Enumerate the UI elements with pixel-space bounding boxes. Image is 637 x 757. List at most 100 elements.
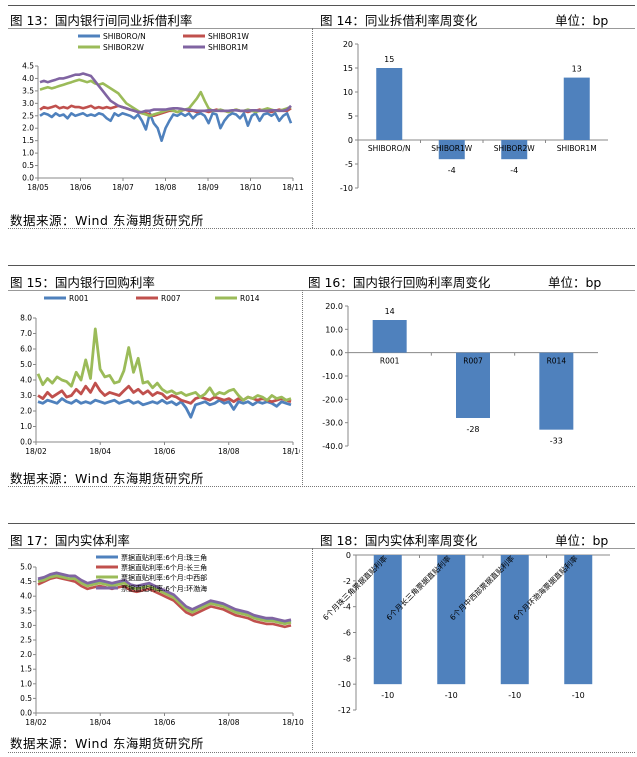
chart17-y-tick-label: 1.0 xyxy=(20,679,32,688)
chart13-x-tick-label: 18/08 xyxy=(155,183,177,192)
chart18-bar xyxy=(373,555,402,685)
chart13-series-3 xyxy=(39,72,292,114)
chart15-x-tick-label: 18/10 xyxy=(282,447,300,456)
chart14-category-label: SHIBORO/N xyxy=(368,144,411,153)
chart17-source: 数据来源：Wind 东海期货研究所 xyxy=(10,736,204,751)
chart14-value-label: -4 xyxy=(510,166,518,175)
chart18-bar xyxy=(564,555,593,685)
chart16-y-tick-label: -20.0 xyxy=(322,395,343,404)
chart18-title: 图 18：国内实体利率周变化 xyxy=(320,533,478,548)
chart17-x-tick-label: 18/04 xyxy=(89,718,111,727)
chart15-legend-label: R001 xyxy=(69,294,89,303)
chart14-y-tick-label: -5 xyxy=(345,160,353,169)
chart16-y-tick-label: 10.0 xyxy=(325,325,343,334)
chart18-value-label: -10 xyxy=(508,691,521,700)
chart14-bar xyxy=(563,77,590,140)
chart16-category-label: R001 xyxy=(380,357,400,366)
chart15-x-tick-label: 18/08 xyxy=(218,447,240,456)
chart13-y-tick-label: 1.5 xyxy=(22,136,34,145)
chart18-bar xyxy=(500,555,529,685)
chart13-x-tick-label: 18/10 xyxy=(240,183,262,192)
chart17-y-tick-label: 2.5 xyxy=(20,636,32,645)
chart13-series-0 xyxy=(39,112,293,142)
chart18-y-tick-label: -2 xyxy=(343,577,351,586)
chart13-source: 数据来源：Wind 东海期货研究所 xyxy=(10,213,204,228)
chart17-x-tick-label: 18/02 xyxy=(25,718,47,727)
chart17-y-tick-label: 0.5 xyxy=(20,694,32,703)
chart18-value-label: -10 xyxy=(445,691,458,700)
chart18-value-label: -10 xyxy=(572,691,585,700)
chart13-x-tick-label: 18/05 xyxy=(27,183,49,192)
chart17-y-tick-label: 2.0 xyxy=(20,650,32,659)
chart16-value-label: -28 xyxy=(466,425,479,434)
chart17-title: 图 17：国内实体利率 xyxy=(10,533,130,548)
chart15-y-tick-label: 1.0 xyxy=(20,422,32,431)
chart13-x-tick-label: 18/07 xyxy=(112,183,134,192)
chart17-x-tick-label: 18/06 xyxy=(154,718,176,727)
chart14-y-tick-label: 20 xyxy=(343,40,353,49)
chart17-y-tick-label: 4.5 xyxy=(20,577,32,586)
chart13-legend-label: SHIBOR1M xyxy=(208,43,248,52)
chart16-unit: 单位：bp xyxy=(548,275,602,290)
chart13-y-tick-label: 2.0 xyxy=(22,124,34,133)
chart17-y-tick-label: 0.0 xyxy=(20,709,32,718)
chart17-series-3 xyxy=(37,571,292,623)
chart14-category-label: SHIBOR2W xyxy=(494,144,536,153)
chart16-value-label: -33 xyxy=(550,437,563,446)
chart15-x-tick-label: 18/02 xyxy=(25,447,47,456)
chart15-y-tick-label: 2.0 xyxy=(20,407,32,416)
chart16-category-label: R014 xyxy=(547,357,567,366)
chart18-y-tick-label: 0 xyxy=(346,551,351,560)
chart17-y-tick-label: 5.0 xyxy=(20,563,32,572)
chart16-y-tick-label: -40.0 xyxy=(322,442,343,451)
chart14-value-label: 13 xyxy=(572,65,582,74)
chart13-y-tick-label: 3.5 xyxy=(22,86,34,95)
chart17-y-tick-label: 3.5 xyxy=(20,606,32,615)
chart15-plot: 0.0 1.0 2.0 3.0 4.0 5.0 6.0 7.0 8.0 18/02 18/04 18/… xyxy=(20,294,300,456)
chart14-y-tick-label: -10 xyxy=(340,184,353,193)
chart17-y-tick-label: 3.0 xyxy=(20,621,32,630)
chart13-y-tick-label: 0.5 xyxy=(22,161,34,170)
chart17-legend-label: 票据直贴利率:6个月:中西部 xyxy=(121,573,207,582)
chart17-series-2 xyxy=(37,574,292,626)
chart15-series-2 xyxy=(36,327,292,402)
chart15-title: 图 15：国内银行回购利率 xyxy=(10,275,155,290)
chart15-y-tick-label: 4.0 xyxy=(20,376,32,385)
chart13-title: 图 13：国内银行间同业拆借利率 xyxy=(10,13,193,28)
chart13-x-tick-label: 18/11 xyxy=(282,183,304,192)
chart15-y-tick-label: 8.0 xyxy=(20,314,32,323)
chart15-y-tick-label: 5.0 xyxy=(20,360,32,369)
chart13-plot: 0.0 0.5 1.0 1.5 2.0 2.5 3.0 3.5 4.0 4.5 18/05 18/06… xyxy=(22,32,304,192)
chart16-bar xyxy=(456,352,490,418)
chart15-y-tick-label: 3.0 xyxy=(20,391,32,400)
chart18-y-tick-label: -12 xyxy=(338,706,351,715)
chart17-series-1 xyxy=(37,575,292,629)
chart16-title: 图 16：国内银行回购利率周变化 xyxy=(308,275,491,290)
chart15-legend-label: R007 xyxy=(161,294,181,303)
chart17-y-tick-label: 4.0 xyxy=(20,592,32,601)
chart18-y-tick-label: -6 xyxy=(343,629,351,638)
chart14-category-label: SHIBOR1W xyxy=(431,144,473,153)
chart14-y-tick-label: 0 xyxy=(348,136,353,145)
chart14-value-label: 15 xyxy=(384,55,394,64)
chart15-legend-label: R014 xyxy=(240,294,260,303)
chart18-value-label: -10 xyxy=(381,691,394,700)
chart14-title: 图 14：同业拆借利率周变化 xyxy=(320,13,478,28)
chart13-y-tick-label: 3.0 xyxy=(22,99,34,108)
chart18-bar xyxy=(437,555,466,685)
chart14-bar xyxy=(438,140,465,160)
chart13-y-tick-label: 4.5 xyxy=(22,62,34,71)
chart13-legend-label: SHIBORO/N xyxy=(103,32,146,41)
chart14-unit: 单位：bp xyxy=(555,13,609,28)
chart14-bar xyxy=(376,68,403,140)
chart18-y-tick-label: -8 xyxy=(343,654,351,663)
chart16-y-tick-label: -10.0 xyxy=(322,372,343,381)
chart18-plot: 0-2-4-6-8-10-12-106个月珠三角票据直贴利率-106个月长三角票… xyxy=(320,551,610,715)
chart14-value-label: -4 xyxy=(448,166,456,175)
chart16-y-tick-label: 20.0 xyxy=(325,302,343,311)
chart13-y-tick-label: 0.0 xyxy=(22,174,34,183)
chart17-y-tick-label: 1.5 xyxy=(20,665,32,674)
chart14-y-tick-label: 5 xyxy=(348,112,353,121)
chart15-source: 数据来源：Wind 东海期货研究所 xyxy=(10,471,204,486)
chart13-y-tick-label: 2.5 xyxy=(22,111,34,120)
